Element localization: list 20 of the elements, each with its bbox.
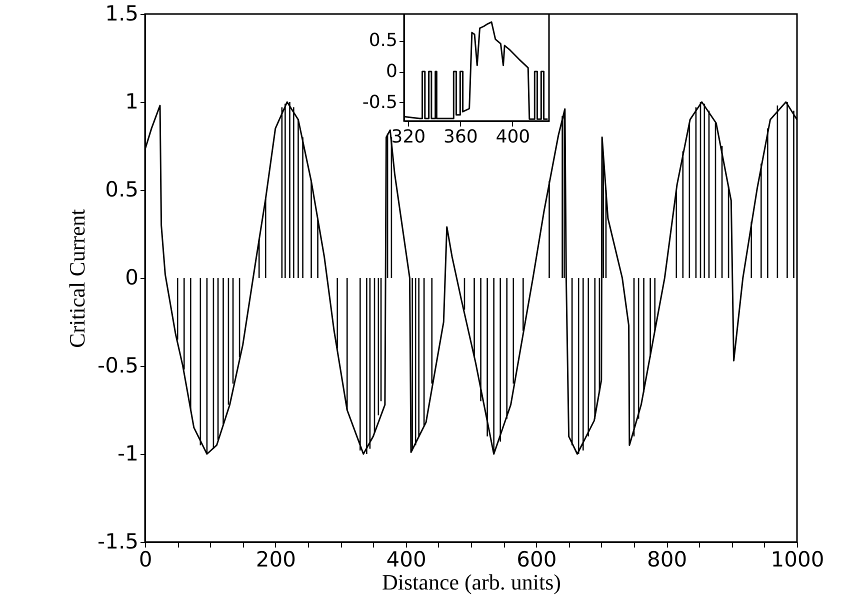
y-tick-label: 0.5: [368, 30, 398, 52]
y-tick-label: -0.5: [98, 354, 138, 378]
y-tick-label: -1.5: [98, 530, 138, 554]
x-tick-label: 1000: [770, 548, 824, 572]
y-tick-label: 0: [125, 266, 138, 290]
x-tick-label: 400: [496, 126, 530, 148]
x-tick-label: 200: [256, 548, 296, 572]
x-tick-label: 600: [516, 548, 557, 572]
x-tick-label: 800: [647, 548, 688, 572]
y-tick-label: 1: [125, 90, 138, 114]
y-tick-label: 0: [386, 61, 398, 82]
x-tick-label: 360: [443, 126, 478, 148]
y-tick-label: 0.5: [105, 178, 138, 202]
y-tick-label: -0.5: [362, 92, 398, 113]
y-tick-label: -1: [118, 442, 138, 466]
y-axis-title: Critical Current: [64, 209, 90, 348]
x-axis-title: Distance (arb. units): [382, 570, 561, 594]
x-tick-label: 400: [386, 548, 426, 572]
y-tick-label: 1.5: [105, 2, 138, 26]
x-tick-label: 320: [391, 126, 426, 148]
